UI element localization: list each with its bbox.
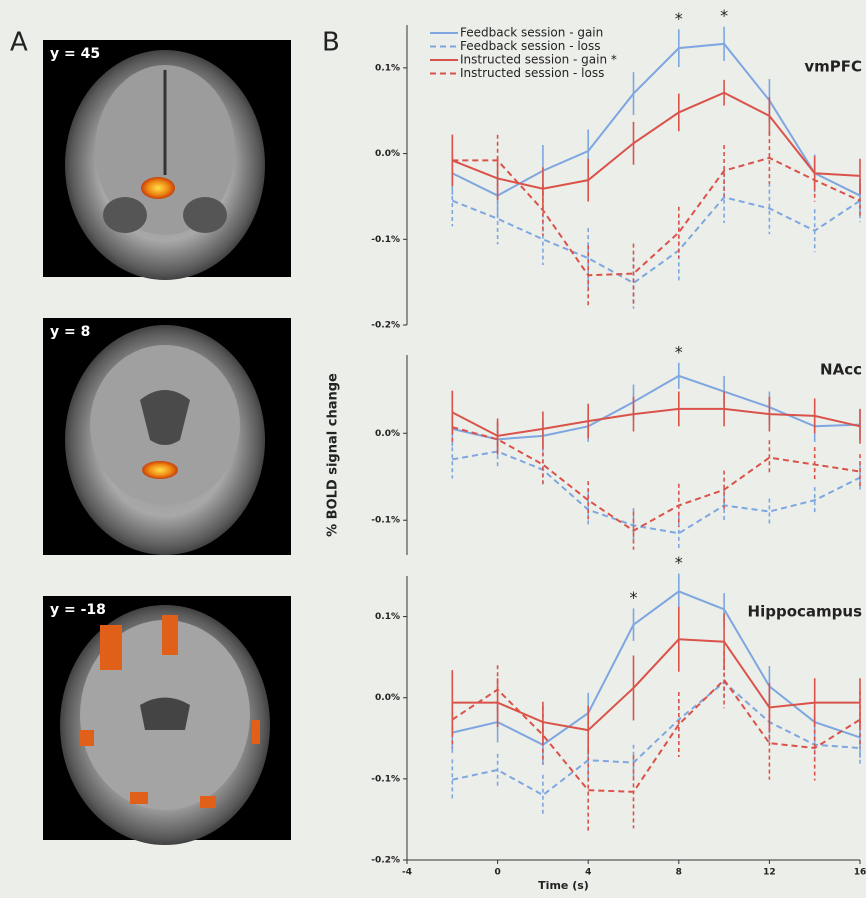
charts: 0.1% 0.0% -0.1% -0.2% vmPFC * * Feedback sessio… (326, 6, 866, 892)
y-tick-label: -0.1% (371, 516, 400, 526)
x-tick-label: 16 (854, 868, 866, 878)
y-tick-label: 0.0% (375, 429, 400, 439)
significance-marker: * (675, 9, 683, 28)
significance-marker: * (675, 342, 683, 361)
legend-label: Instructed session - gain * (460, 53, 617, 67)
series-line (452, 639, 860, 730)
x-tick-label: -4 (402, 868, 412, 878)
legend-label: Feedback session - loss (460, 39, 601, 53)
x-tick-label: 8 (676, 868, 682, 878)
y-axis-label: % BOLD signal change (326, 373, 341, 537)
significance-marker: * (630, 588, 638, 607)
series-line (452, 93, 860, 189)
image-label: y = -18 (50, 602, 106, 618)
panel-label: A (10, 28, 28, 58)
brain-image: y = 45 (43, 40, 291, 280)
significance-marker: * (675, 553, 683, 572)
chart-title: Hippocampus (748, 603, 863, 621)
y-tick-label: -0.1% (371, 235, 400, 245)
chart-title: NAcc (820, 361, 862, 379)
series-line (452, 409, 860, 436)
legend-label: Instructed session - loss (460, 66, 604, 80)
brain-image: y = 8 (43, 318, 291, 555)
x-tick-label: 12 (763, 868, 776, 878)
y-tick-label: 0.0% (375, 149, 400, 159)
page: A B y = 45 y = 8 y = -18 0.1% 0.0% -0.1% -0… (0, 0, 866, 898)
series-line (452, 376, 860, 439)
image-label: y = 8 (50, 324, 90, 340)
y-tick-label: -0.2% (371, 856, 400, 866)
series-line (452, 197, 860, 283)
chart-title: vmPFC (804, 58, 862, 76)
x-tick-label: 4 (585, 868, 591, 878)
y-tick-label: 0.0% (375, 693, 400, 703)
figure: A B y = 45 y = 8 y = -18 0.1% 0.0% -0.1% -0… (0, 0, 866, 898)
y-tick-label: -0.2% (371, 321, 400, 331)
y-tick-label: 0.1% (375, 612, 400, 622)
series-line (452, 158, 860, 275)
x-tick-label: 0 (494, 868, 500, 878)
y-tick-label: 0.1% (375, 63, 400, 73)
legend-label: Feedback session - gain (460, 26, 603, 40)
y-tick-label: -0.1% (371, 774, 400, 784)
image-label: y = 45 (50, 46, 100, 62)
significance-marker: * (720, 6, 728, 25)
series-line (452, 452, 860, 534)
x-axis-label: Time (s) (538, 879, 589, 892)
brain-image: y = -18 (43, 596, 291, 845)
series-line (452, 427, 860, 530)
panel-label: B (322, 28, 340, 58)
series-line (452, 682, 860, 795)
